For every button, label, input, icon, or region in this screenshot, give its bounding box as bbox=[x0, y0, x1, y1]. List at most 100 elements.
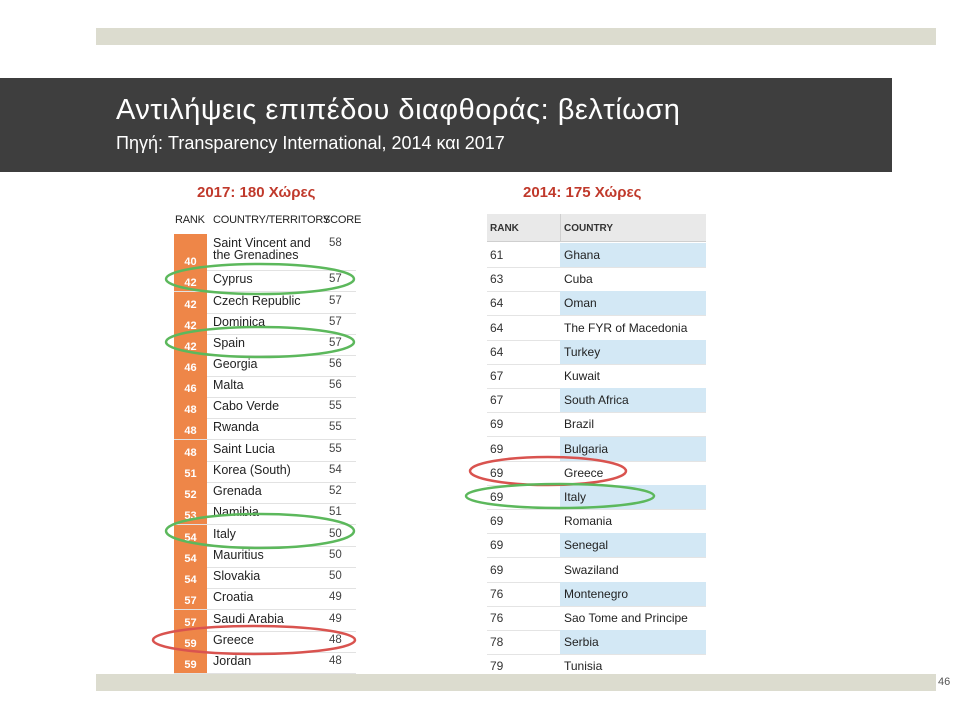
table-row: 57 Saudi Arabia 49 bbox=[174, 610, 356, 632]
country-cell: The FYR of Macedonia bbox=[564, 320, 688, 335]
rank-cell: 67 bbox=[490, 369, 504, 383]
score-cell: 58 bbox=[329, 237, 342, 249]
country-cell-bg bbox=[560, 291, 706, 316]
country-cell: Italy bbox=[213, 527, 236, 541]
rank-cell: 78 bbox=[490, 635, 504, 650]
country-cell: Bulgaria bbox=[564, 441, 609, 456]
country-cell: Cyprus bbox=[213, 272, 253, 286]
country-cell: Greece bbox=[564, 465, 604, 480]
rank-cell: 53 bbox=[174, 503, 207, 524]
rank-cell: 64 bbox=[490, 320, 504, 335]
table-row: 69 Senegal bbox=[487, 533, 706, 559]
table-row: 54 Mauritius 50 bbox=[174, 546, 356, 568]
table-row: 42 Dominica 57 bbox=[174, 313, 356, 335]
column-header-country: COUNTRY bbox=[564, 223, 614, 234]
rank-cell: 64 bbox=[490, 344, 504, 359]
rank-cell: 69 bbox=[490, 465, 504, 480]
table-row: 52 Grenada 52 bbox=[174, 482, 356, 504]
column-header-country: COUNTRY/TERRITORY bbox=[213, 214, 331, 226]
country-cell-bg bbox=[560, 630, 706, 655]
country-cell: Turkey bbox=[564, 344, 601, 359]
country-cell-bg bbox=[560, 388, 706, 413]
bottom-decor-bar bbox=[96, 674, 936, 691]
table-row: 48 Rwanda 55 bbox=[174, 418, 356, 440]
score-cell: 50 bbox=[329, 528, 342, 540]
rank-cell: 42 bbox=[174, 334, 207, 355]
rank-cell: 57 bbox=[174, 610, 207, 631]
score-cell: 57 bbox=[329, 337, 342, 349]
country-cell-bg bbox=[560, 581, 706, 606]
country-cell: Romania bbox=[564, 514, 613, 529]
rank-cell: 54 bbox=[174, 546, 207, 567]
country-cell: Tunisia bbox=[564, 659, 603, 674]
score-cell: 55 bbox=[329, 400, 342, 412]
country-cell: Italy bbox=[564, 490, 587, 504]
country-cell: Senegal bbox=[564, 538, 609, 553]
table-row: 51 Korea (South) 54 bbox=[174, 461, 356, 483]
rank-cell: 46 bbox=[174, 376, 207, 397]
rank-cell: 40 bbox=[174, 234, 207, 270]
rank-cell: 76 bbox=[490, 586, 504, 601]
table-row: 42 Czech Republic 57 bbox=[174, 292, 356, 314]
table-row: 61 Ghana bbox=[487, 243, 706, 268]
rank-cell: 69 bbox=[490, 562, 504, 577]
country-cell: South Africa bbox=[564, 393, 629, 408]
table-row: 40 Saint Vincent and the Grenadines 58 bbox=[174, 234, 356, 271]
country-cell: Rwanda bbox=[213, 420, 259, 434]
table-row: 64 The FYR of Macedonia bbox=[487, 316, 706, 341]
table-2014: RANK COUNTRY 61 Ghana 63 Cuba 64 Oman 64 The FY… bbox=[487, 214, 706, 680]
score-cell: 49 bbox=[329, 591, 342, 603]
score-cell: 54 bbox=[329, 464, 342, 476]
country-cell: Korea (South) bbox=[213, 463, 291, 477]
rank-cell: 63 bbox=[490, 272, 504, 287]
score-cell: 52 bbox=[329, 485, 342, 497]
table-row: 46 Georgia 56 bbox=[174, 355, 356, 377]
score-cell: 51 bbox=[329, 506, 342, 518]
country-cell: Serbia bbox=[564, 635, 599, 650]
rank-cell: 69 bbox=[490, 417, 504, 432]
rank-cell: 69 bbox=[490, 538, 504, 553]
rank-cell: 61 bbox=[490, 248, 504, 262]
score-cell: 57 bbox=[329, 273, 342, 285]
table-row: 53 Namibia 51 bbox=[174, 503, 356, 525]
country-cell: Slovakia bbox=[213, 569, 261, 583]
table-row: 42 Cyprus 57 bbox=[174, 270, 356, 292]
column-header-rank: RANK bbox=[175, 214, 205, 226]
country-cell: Sao Tome and Principe bbox=[564, 611, 688, 625]
table-row: 69 Italy bbox=[487, 485, 706, 510]
rank-cell: 69 bbox=[490, 490, 504, 504]
country-cell: Georgia bbox=[213, 357, 258, 371]
score-cell: 50 bbox=[329, 549, 342, 561]
table-row: 59 Jordan 48 bbox=[174, 652, 356, 674]
title-band bbox=[0, 78, 892, 172]
table-row: 64 Oman bbox=[487, 291, 706, 317]
table-row: 48 Cabo Verde 55 bbox=[174, 397, 356, 419]
column-header-score: SCORE bbox=[323, 214, 362, 226]
country-cell: Saudi Arabia bbox=[213, 612, 284, 626]
country-cell: Oman bbox=[564, 296, 597, 311]
table-row: 69 Bulgaria bbox=[487, 436, 706, 462]
country-cell: Saint Lucia bbox=[213, 442, 275, 456]
table-row: 69 Greece bbox=[487, 461, 706, 486]
table-row: 69 Romania bbox=[487, 509, 706, 535]
score-cell: 48 bbox=[329, 634, 342, 646]
rank-cell: 54 bbox=[174, 525, 207, 546]
country-cell: Spain bbox=[213, 336, 245, 350]
rank-cell: 59 bbox=[174, 631, 207, 652]
score-cell: 57 bbox=[329, 316, 342, 328]
rank-cell: 52 bbox=[174, 482, 207, 503]
table-row: 76 Montenegro bbox=[487, 581, 706, 607]
rank-cell: 69 bbox=[490, 514, 504, 529]
table-row: 64 Turkey bbox=[487, 339, 706, 365]
rank-cell: 69 bbox=[490, 441, 504, 456]
table-row: 57 Croatia 49 bbox=[174, 588, 356, 610]
score-cell: 55 bbox=[329, 443, 342, 455]
table-2014-heading: 2014: 175 Χώρες bbox=[523, 184, 642, 201]
rank-cell: 67 bbox=[490, 393, 504, 408]
table-2017-heading: 2017: 180 Χώρες bbox=[197, 184, 316, 201]
country-cell-bg bbox=[560, 339, 706, 364]
score-cell: 55 bbox=[329, 421, 342, 433]
rank-cell: 46 bbox=[174, 355, 207, 376]
column-divider bbox=[560, 214, 561, 241]
country-cell: Dominica bbox=[213, 315, 266, 329]
